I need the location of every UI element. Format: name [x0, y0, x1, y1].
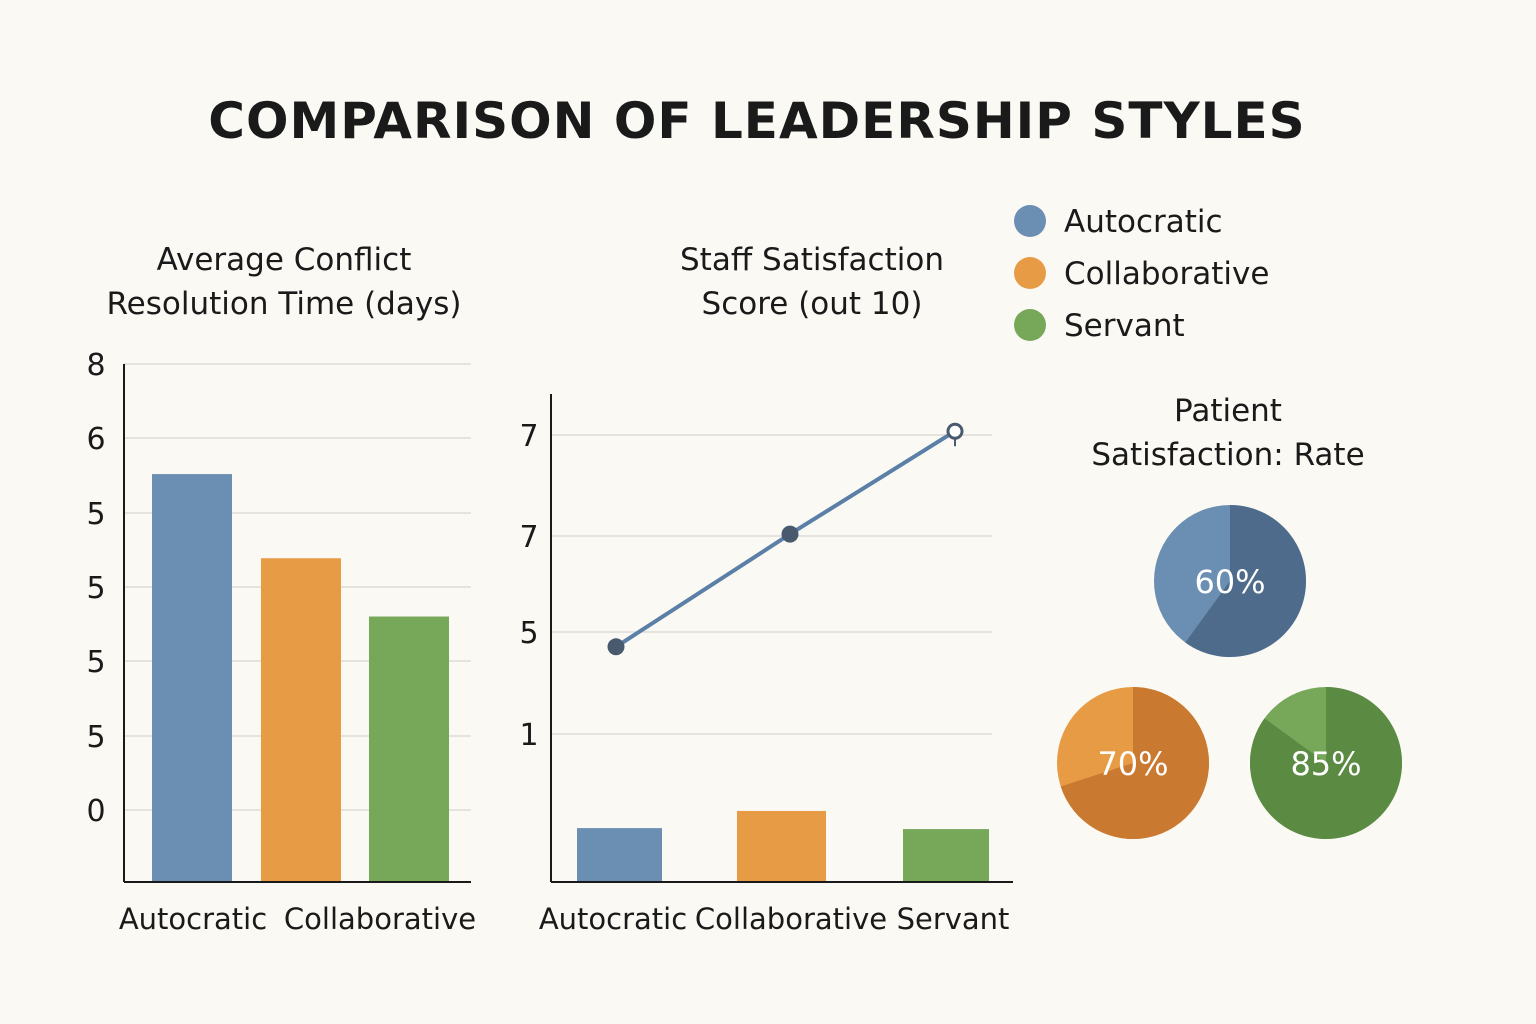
chart1-category-label: Autocratic — [119, 902, 267, 936]
chart1-title-line1: Average Conflict — [157, 242, 412, 278]
chart2-bar-servant — [903, 829, 989, 882]
chart2-y-tick-label: 7 — [519, 419, 538, 454]
chart2-bar-collaborative — [737, 810, 826, 882]
pie-label-collaborative: 70% — [1097, 745, 1168, 783]
chart1-y-tick-label: 0 — [86, 794, 105, 829]
chart1-y-ticks: 8 6 5 5 5 5 0 — [86, 348, 105, 829]
chart1-bar-collaborative — [261, 558, 341, 882]
chart1-category-label: Collaborative — [284, 902, 476, 936]
chart3-pies: 60% 70% 85% — [1057, 505, 1402, 840]
chart2-point-servant — [946, 422, 964, 440]
chart1-title-line2: Resolution Time (days) — [107, 286, 462, 322]
chart2-point-collaborative — [781, 525, 799, 543]
pie-label-servant: 85% — [1290, 745, 1361, 783]
legend-label-collaborative: Collaborative — [1064, 256, 1269, 292]
chart2-title-line2: Score (out 10) — [702, 286, 923, 322]
chart2-line-series — [607, 422, 964, 656]
chart1-y-tick-label: 8 — [86, 348, 105, 383]
chart2-category-label: Servant — [897, 902, 1010, 936]
chart1-bar-autocratic — [152, 474, 232, 882]
patient-satisfaction-chart: Patient Satisfaction: Rate 60% 70% 85% — [1057, 393, 1402, 840]
legend-label-servant: Servant — [1064, 308, 1185, 344]
page-title: COMPARISON OF LEADERSHIP STYLES — [208, 92, 1305, 150]
chart1-y-tick-label: 5 — [86, 497, 105, 532]
chart3-title-line2: Satisfaction: Rate — [1091, 437, 1364, 473]
chart1-y-tick-label: 6 — [86, 422, 105, 457]
pie-slice-autocratic — [1185, 505, 1306, 658]
chart1-y-tick-label: 5 — [86, 645, 105, 680]
chart2-bars — [577, 810, 989, 882]
chart2-bar-autocratic — [577, 828, 662, 882]
chart2-y-tick-label: 1 — [519, 718, 538, 753]
chart2-point-autocratic — [607, 638, 625, 656]
chart2-title-line1: Staff Satisfaction — [680, 242, 944, 278]
chart2-category-label: Autocratic — [539, 902, 687, 936]
conflict-resolution-chart: Average Conflict Resolution Time (days) … — [86, 242, 476, 936]
legend-label-autocratic: Autocratic — [1064, 204, 1223, 240]
pie-label-autocratic: 60% — [1194, 563, 1265, 601]
legend: Autocratic Collaborative Servant — [1014, 204, 1269, 344]
chart2-gridlines — [551, 434, 992, 735]
chart2-category-labels: Autocratic Collaborative Servant — [539, 902, 1010, 936]
chart1-bar-servant — [369, 616, 449, 882]
staff-satisfaction-chart: Staff Satisfaction Score (out 10) 7 7 5 1 A… — [519, 242, 1013, 936]
legend-swatch-collaborative — [1014, 257, 1046, 289]
chart2-y-tick-label: 5 — [519, 616, 538, 651]
chart2-y-ticks: 7 7 5 1 — [519, 419, 538, 753]
chart1-y-tick-label: 5 — [86, 720, 105, 755]
pie-slice-collaborative — [1060, 687, 1209, 840]
chart1-category-labels: Autocratic Collaborative — [119, 902, 476, 936]
pie-slice-servant — [1249, 687, 1402, 839]
chart3-title-line1: Patient — [1174, 393, 1282, 429]
chart1-y-tick-label: 5 — [86, 571, 105, 606]
legend-swatch-servant — [1014, 309, 1046, 341]
chart2-y-tick-label: 7 — [519, 520, 538, 555]
chart2-category-label: Collaborative — [695, 902, 887, 936]
legend-swatch-autocratic — [1014, 205, 1046, 237]
chart1-bars — [152, 474, 449, 882]
